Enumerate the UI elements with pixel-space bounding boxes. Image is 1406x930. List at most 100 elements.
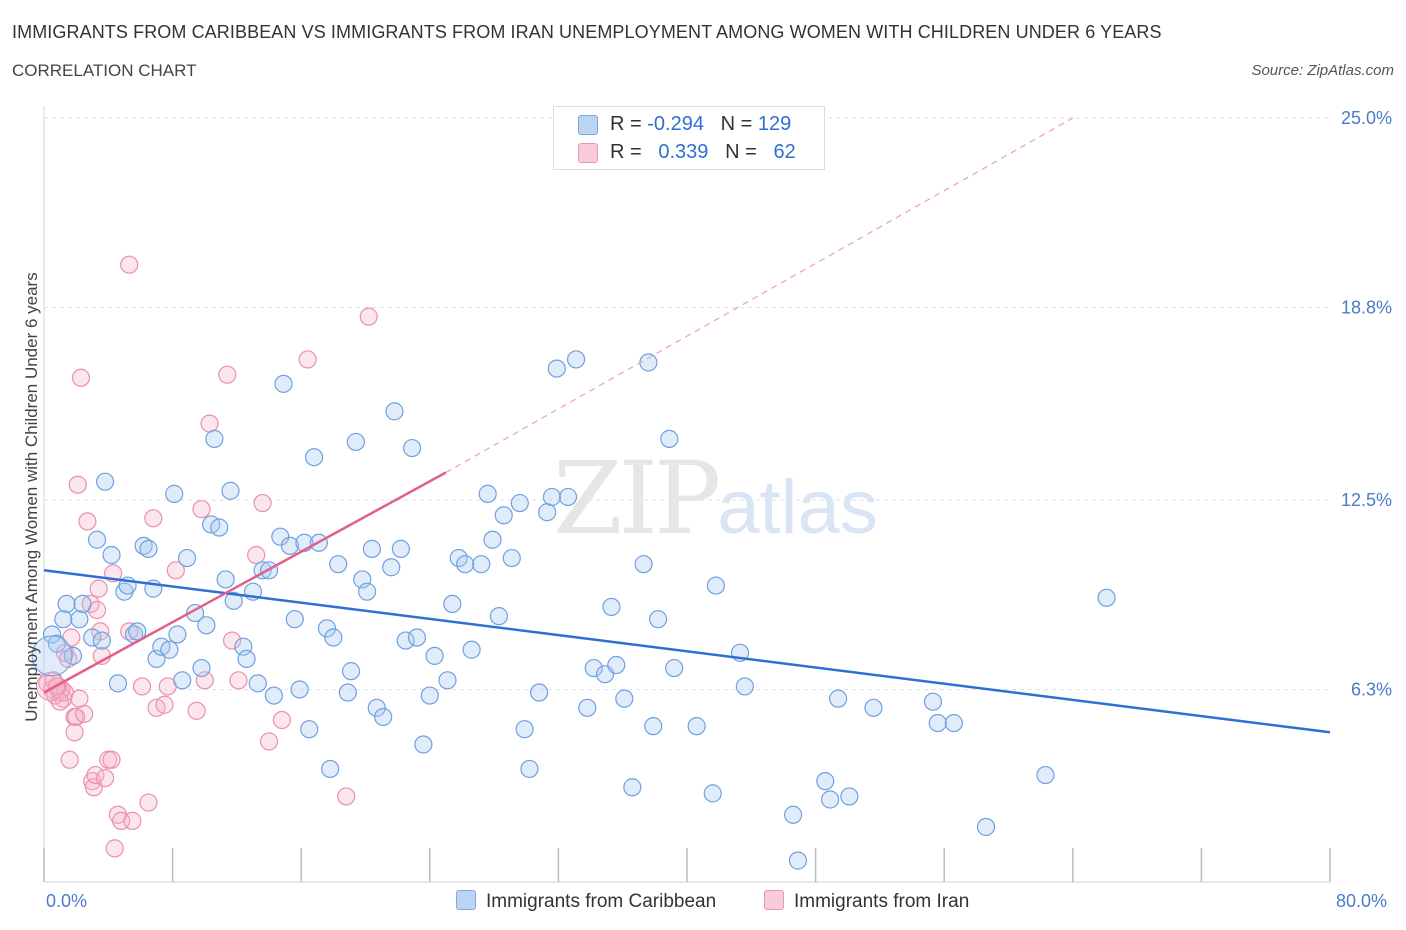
caribbean-point (205, 429, 224, 448)
x-tick-max: 80.0% (1336, 891, 1388, 911)
y-tick-label: 6.3% (1351, 679, 1392, 699)
caribbean-point (134, 536, 153, 555)
caribbean-point (274, 374, 293, 393)
iran-point (68, 475, 87, 494)
caribbean-point (735, 677, 754, 696)
caribbean-point-cluster (31, 635, 73, 677)
iran-point (105, 839, 124, 858)
caribbean-point (944, 713, 963, 733)
caribbean-point (414, 735, 433, 754)
caribbean-point (566, 350, 586, 369)
caribbean-point (644, 717, 663, 736)
caribbean-point (47, 634, 66, 653)
caribbean-point (456, 555, 475, 574)
caribbean-point (462, 640, 481, 659)
caribbean-point (139, 539, 158, 558)
caribbean-point (407, 628, 427, 647)
caribbean-point (660, 429, 679, 448)
axes (43, 106, 1331, 883)
caribbean-point (324, 628, 343, 647)
caribbean-point (547, 359, 566, 378)
caribbean-point (820, 790, 840, 809)
iran-point (298, 350, 317, 369)
caribbean-point (57, 594, 76, 614)
watermark: ZIPatlas (553, 440, 878, 557)
bottom-legend-label-iran: Immigrants from Iran (794, 891, 970, 912)
legend-n-value: 62 (773, 141, 796, 163)
watermark-atlas: atlas (717, 465, 878, 550)
x-tick-min: 0.0% (46, 891, 88, 911)
legend-r-value: -0.294 (647, 113, 704, 135)
caribbean-point (197, 616, 216, 635)
caribbean-point (102, 545, 121, 565)
caribbean-point (665, 658, 684, 678)
iran-point (144, 509, 163, 528)
iran-point (75, 704, 94, 724)
caribbean-point (224, 591, 243, 610)
bottom-legend-iran: Immigrants from Iran (764, 890, 969, 913)
correlation-legend: R = -0.294 N = 129 R = 0.339 N = 62 (553, 106, 825, 170)
iran-points (35, 255, 378, 858)
caribbean-point (425, 646, 444, 665)
caribbean-point (54, 610, 73, 629)
caribbean-point (438, 671, 457, 690)
caribbean-point (1097, 588, 1116, 607)
caribbean-point (346, 432, 365, 452)
caribbean-point (639, 353, 658, 372)
iran-point (70, 689, 89, 708)
iran-point (123, 811, 142, 830)
iran-point (218, 365, 237, 384)
caribbean-point (92, 631, 111, 650)
caribbean-point (403, 438, 422, 458)
caribbean-point (472, 555, 491, 574)
iran-point (95, 768, 115, 788)
caribbean-point (923, 692, 943, 711)
source-credit: Source: ZipAtlas.com (1251, 62, 1394, 79)
caribbean-point (391, 539, 410, 558)
caribbean-point (321, 759, 340, 779)
caribbean-point (478, 484, 497, 503)
caribbean-point (703, 784, 722, 803)
bottom-legend-label-caribbean: Immigrants from Caribbean (486, 891, 717, 912)
iran-point (139, 793, 158, 812)
caribbean-point (928, 713, 947, 733)
iran-point (102, 750, 121, 769)
caribbean-point (280, 536, 300, 555)
caribbean-point (95, 472, 115, 491)
iran-point (89, 579, 108, 598)
caribbean-point (108, 674, 128, 693)
y-tick-label: 18.8% (1341, 297, 1392, 317)
caribbean-point (538, 503, 557, 522)
y-axis-label: Unemployment Among Women with Children U… (22, 272, 41, 722)
caribbean-point (362, 539, 382, 558)
trend-lines (43, 117, 1331, 734)
caribbean-point (687, 717, 706, 736)
caribbean-point (648, 610, 668, 629)
iran-point (200, 414, 219, 433)
caribbean-point (216, 570, 235, 589)
caribbean-point (300, 720, 319, 739)
caribbean-point (290, 680, 309, 699)
caribbean-point (73, 594, 92, 614)
caribbean-point (385, 402, 404, 421)
caribbean-point (304, 448, 324, 467)
caribbean-point (530, 683, 549, 702)
iran-point (65, 723, 84, 742)
caribbean-point (248, 674, 267, 693)
caribbean-point (367, 698, 386, 717)
chart-subtitle: CORRELATION CHART (12, 61, 197, 80)
caribbean-points (31, 350, 1116, 870)
iran-point-cluster (35, 671, 65, 701)
caribbean-point (358, 582, 377, 601)
caribbean-point (128, 622, 147, 641)
iran-trend-extension (445, 117, 1074, 474)
iran-point (337, 787, 356, 806)
caribbean-point (63, 646, 83, 665)
caribbean-point (829, 689, 848, 708)
caribbean-point (783, 805, 803, 824)
caribbean-point (840, 787, 859, 806)
legend-n-label: N = (720, 113, 753, 135)
caribbean-point (584, 658, 603, 678)
caribbean-point (976, 817, 996, 837)
iran-point (192, 500, 211, 519)
